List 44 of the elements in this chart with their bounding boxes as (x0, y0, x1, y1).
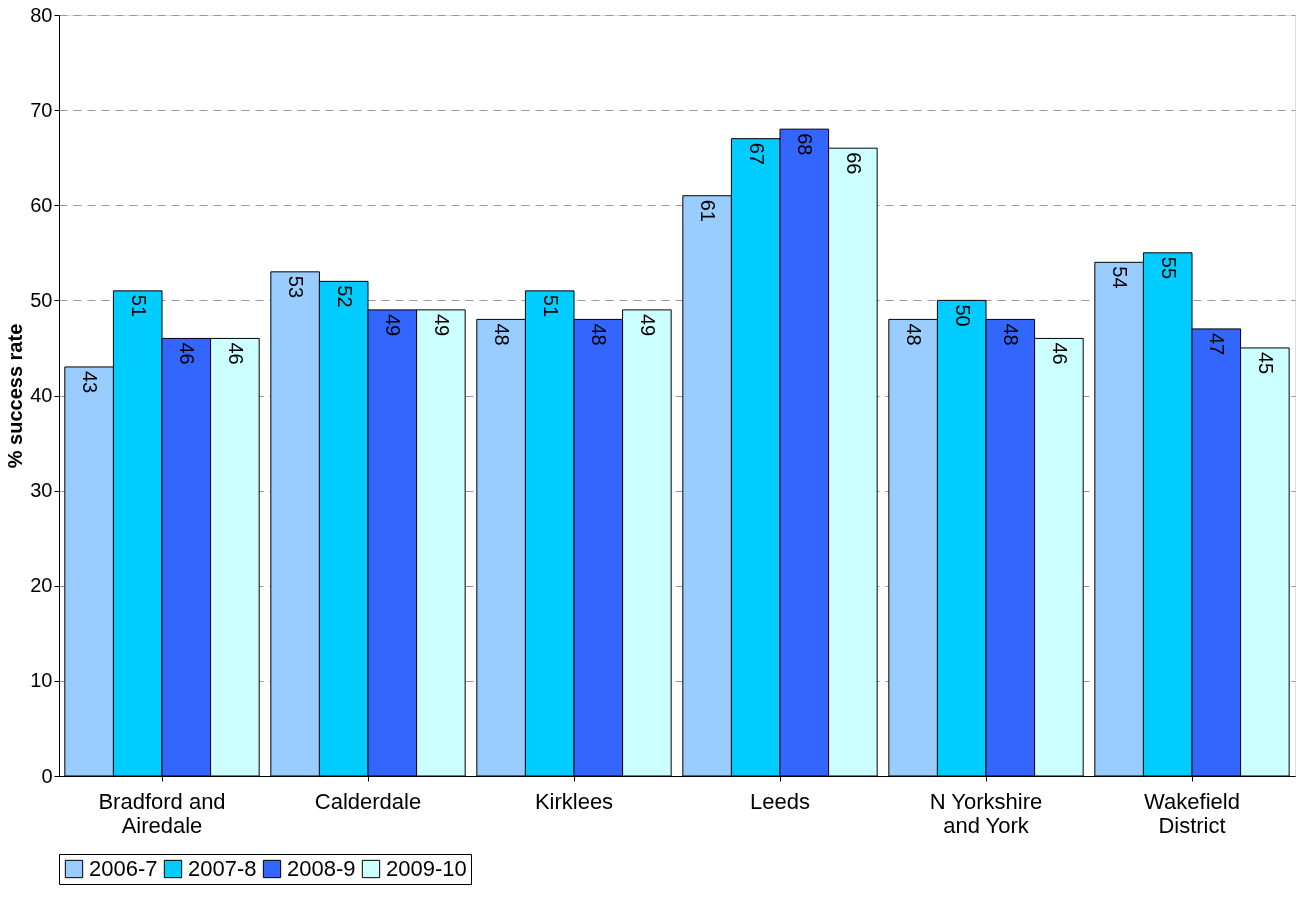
y-tick-label: 50 (30, 288, 53, 311)
data-label: 68 (794, 133, 817, 156)
x-tick-label: Calderdale (314, 788, 422, 814)
legend-label: 2007-8 (188, 856, 257, 881)
y-tick-label: 20 (30, 574, 53, 597)
legend-label: 2008-9 (287, 856, 356, 881)
legend-label: 2009-10 (386, 856, 467, 881)
data-label: 48 (903, 323, 926, 346)
x-tick-label: Bradford and Airedale (98, 788, 226, 838)
x-tick-label: Wakefield District (1144, 788, 1240, 838)
y-tick-label: 80 (30, 3, 53, 26)
y-axis-title: % success rate (4, 323, 27, 469)
data-label: 43 (79, 370, 102, 394)
x-tick-label: N Yorkshire and York (929, 788, 1043, 838)
y-tick-label: 30 (30, 479, 53, 502)
data-label: 49 (430, 313, 453, 337)
data-label: 55 (1157, 256, 1180, 280)
data-label: 61 (697, 199, 720, 222)
y-tick-label: 40 (30, 384, 53, 406)
data-label: 50 (951, 304, 974, 327)
y-tick-label: 10 (30, 669, 53, 692)
data-label: 45 (1254, 351, 1277, 375)
data-label: 47 (1206, 332, 1229, 356)
data-label: 46 (176, 342, 199, 365)
legend-label: 2006-7 (89, 856, 158, 881)
data-label: 49 (636, 313, 659, 337)
x-tick-label: Kirklees (534, 788, 614, 814)
y-tick-label: 60 (30, 193, 53, 216)
data-label: 48 (491, 323, 514, 346)
y-tick-label: 70 (30, 98, 53, 121)
data-label: 52 (333, 285, 356, 308)
data-label: 53 (285, 275, 308, 299)
y-tick-label: 0 (41, 764, 53, 787)
data-label: 54 (1109, 266, 1132, 289)
data-label: 48 (1000, 323, 1023, 346)
data-label: 46 (224, 342, 247, 365)
data-label: 66 (842, 152, 865, 175)
data-label: 51 (127, 294, 150, 318)
x-tick-label: Leeds (750, 788, 810, 814)
data-label: 48 (588, 323, 611, 346)
data-label: 67 (745, 142, 768, 165)
data-label: 49 (382, 313, 405, 337)
data-label: 46 (1048, 342, 1071, 365)
data-label: 51 (539, 294, 562, 318)
